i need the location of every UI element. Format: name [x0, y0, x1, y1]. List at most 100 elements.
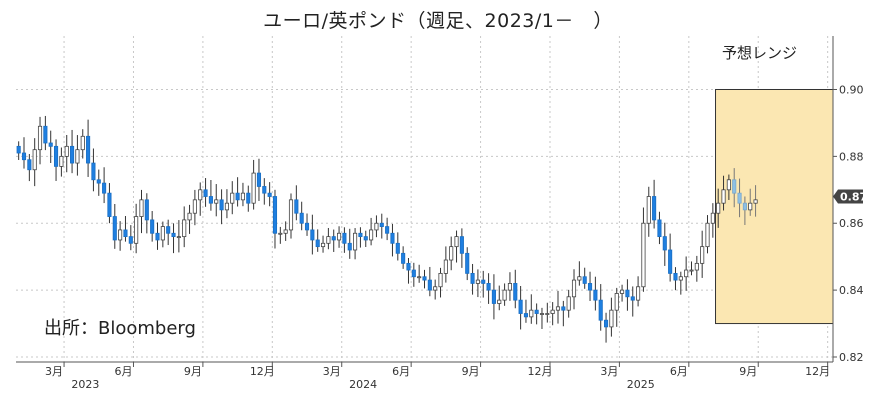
candle: [203, 178, 208, 207]
candle-body: [171, 232, 176, 238]
candle-body: [620, 289, 625, 294]
current-value-badge-shape: [833, 189, 863, 204]
candle-body: [673, 272, 678, 281]
candle: [21, 137, 27, 169]
candle: [182, 206, 187, 248]
candle-body: [742, 202, 747, 211]
x-month-label: 3月: [600, 365, 618, 378]
candle-body: [267, 192, 272, 197]
candle: [96, 169, 101, 196]
candle: [571, 269, 577, 310]
candle: [75, 135, 80, 176]
current-value-label: 0.87: [840, 190, 867, 203]
candle: [262, 178, 267, 205]
candle-body: [70, 145, 75, 164]
candle-body: [507, 283, 512, 291]
candle-body: [278, 232, 283, 235]
candle-body: [598, 299, 603, 321]
candle: [742, 196, 747, 226]
candle: [385, 217, 390, 241]
candle: [118, 221, 123, 251]
candle-body: [86, 135, 91, 164]
candle: [267, 182, 272, 207]
candle: [582, 267, 587, 289]
candle: [620, 284, 625, 302]
candle-body: [614, 293, 619, 311]
candle: [491, 274, 496, 320]
candle-body: [395, 242, 400, 254]
candle: [470, 263, 475, 295]
candle: [230, 181, 235, 215]
candle: [684, 256, 689, 291]
candle-body: [347, 242, 352, 251]
candle: [353, 228, 358, 260]
candle-body: [240, 192, 245, 201]
candle-body: [604, 319, 609, 328]
candle: [673, 267, 678, 291]
candle-body: [59, 155, 64, 167]
candle-body: [214, 199, 219, 204]
candle: [417, 264, 422, 283]
candle: [737, 178, 742, 218]
candle-body: [443, 259, 448, 274]
candle-body: [748, 202, 753, 211]
candle: [288, 193, 294, 239]
candle-body: [320, 242, 326, 248]
candle: [256, 158, 262, 201]
x-month-label: 3月: [45, 365, 63, 378]
x-month-label: 3月: [323, 365, 341, 378]
x-month-label: 12月: [805, 365, 830, 378]
candle-body: [689, 269, 694, 272]
candle: [150, 211, 155, 242]
candle: [37, 116, 43, 165]
candle: [369, 217, 374, 246]
candle: [390, 223, 395, 257]
candle: [529, 294, 534, 324]
candle-body: [107, 192, 112, 217]
candle-body: [406, 262, 411, 271]
candle: [465, 247, 470, 281]
candle: [406, 258, 411, 284]
candle: [283, 221, 288, 241]
candle: [732, 168, 737, 208]
candle: [438, 267, 443, 298]
candle: [278, 226, 283, 244]
candle: [379, 213, 384, 239]
candle-body: [48, 142, 53, 147]
candle-body: [283, 229, 288, 234]
candle: [587, 271, 593, 301]
candle-body: [102, 182, 107, 194]
candle-body: [91, 162, 96, 181]
candle: [636, 276, 641, 307]
candle: [176, 220, 181, 253]
candle: [139, 189, 144, 234]
candle-body: [374, 222, 379, 231]
candle-body: [160, 226, 165, 241]
candle-body: [256, 172, 262, 187]
candle: [64, 135, 69, 173]
candle-body: [331, 236, 336, 241]
candle-body: [230, 192, 235, 204]
candle-body: [438, 272, 443, 288]
candle: [53, 139, 59, 181]
candle: [427, 266, 432, 297]
candle: [593, 276, 598, 311]
candle-body: [491, 289, 496, 304]
candle-body: [513, 283, 518, 301]
candle-body: [363, 236, 368, 241]
candle-body: [112, 216, 117, 241]
candle-body: [75, 149, 80, 164]
candle-body: [534, 309, 539, 314]
candle: [507, 272, 512, 301]
candle-body: [299, 212, 304, 224]
candle: [652, 179, 657, 229]
y-tick-label: 0.86: [839, 217, 864, 230]
x-year-label: 2024: [349, 378, 377, 391]
candle: [123, 216, 128, 242]
candle-body: [288, 199, 294, 231]
candle-body: [203, 189, 208, 197]
candle-body: [550, 309, 555, 314]
candle: [716, 188, 721, 228]
candle: [539, 307, 545, 329]
candle: [678, 271, 683, 295]
